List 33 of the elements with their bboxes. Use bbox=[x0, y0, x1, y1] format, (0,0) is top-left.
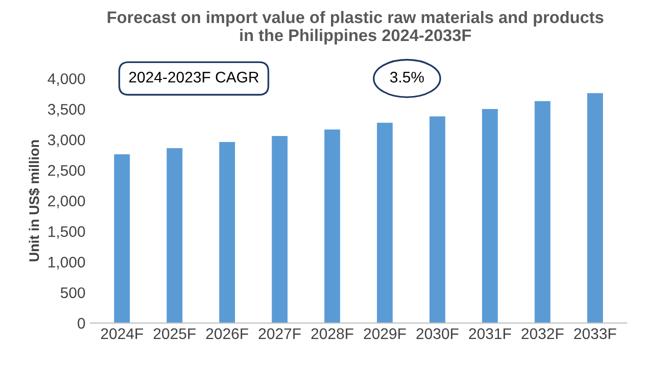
bar bbox=[534, 101, 550, 324]
x-tick-label: 2033F bbox=[574, 328, 616, 340]
x-tick-label: 2025F bbox=[154, 328, 196, 340]
y-tick-label: 1,500 bbox=[48, 226, 85, 239]
x-tick-label: 2027F bbox=[258, 328, 301, 340]
y-axis-title: Unit in US$ million bbox=[28, 140, 40, 262]
bar bbox=[587, 93, 603, 324]
bar bbox=[376, 122, 393, 324]
chart-title: Forecast on import value of plastic raw materials and products in the Philippines 2024-2033F bbox=[108, 10, 604, 44]
y-tick-label: 2,500 bbox=[48, 165, 85, 178]
x-tick-label: 2024F bbox=[101, 328, 144, 340]
bar bbox=[324, 130, 340, 324]
x-tick-label: 2031F bbox=[469, 328, 511, 340]
bar bbox=[482, 109, 498, 324]
bar bbox=[429, 116, 446, 324]
y-tick-label: 500 bbox=[60, 287, 85, 298]
bar bbox=[114, 154, 130, 324]
y-tick-label: 1,000 bbox=[48, 256, 85, 270]
x-tick-label: 2028F bbox=[311, 328, 354, 340]
y-tick-label: 3,000 bbox=[48, 134, 85, 148]
x-tick-label: 2032F bbox=[522, 328, 564, 340]
x-tick-label: 2029F bbox=[364, 328, 406, 340]
y-tick-label: 4,000 bbox=[48, 73, 85, 86]
bar bbox=[272, 136, 288, 324]
y-tick-label: 0 bbox=[78, 318, 85, 329]
x-tick-label: 2030F bbox=[416, 328, 458, 340]
annotation: 3.5% bbox=[390, 72, 424, 83]
annotation: 2024-2023F CAGR bbox=[129, 72, 258, 83]
x-tick-label: 2026F bbox=[206, 328, 248, 340]
bar bbox=[166, 148, 182, 324]
y-tick-label: 3,500 bbox=[48, 104, 85, 117]
bar bbox=[219, 142, 235, 324]
y-tick-label: 2,000 bbox=[48, 196, 85, 208]
